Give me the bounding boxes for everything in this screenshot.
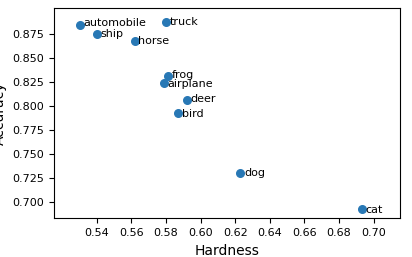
Text: cat: cat [365, 205, 382, 215]
Point [131, 39, 138, 43]
Text: automobile: automobile [83, 18, 146, 28]
Y-axis label: Accuracy: Accuracy [0, 81, 7, 145]
Point [237, 171, 244, 175]
Text: deer: deer [190, 94, 216, 104]
Point [94, 32, 100, 36]
Point [161, 81, 168, 85]
Point [163, 20, 169, 24]
Text: frog: frog [171, 70, 194, 80]
Point [358, 207, 365, 211]
Text: horse: horse [138, 36, 169, 47]
Text: airplane: airplane [168, 79, 213, 89]
Point [183, 98, 190, 102]
Text: truck: truck [169, 17, 198, 27]
Point [164, 74, 171, 78]
Point [76, 23, 83, 27]
Text: dog: dog [244, 168, 265, 178]
Text: bird: bird [182, 108, 203, 118]
Point [175, 111, 181, 115]
X-axis label: Hardness: Hardness [194, 244, 259, 257]
Text: ship: ship [100, 29, 123, 39]
